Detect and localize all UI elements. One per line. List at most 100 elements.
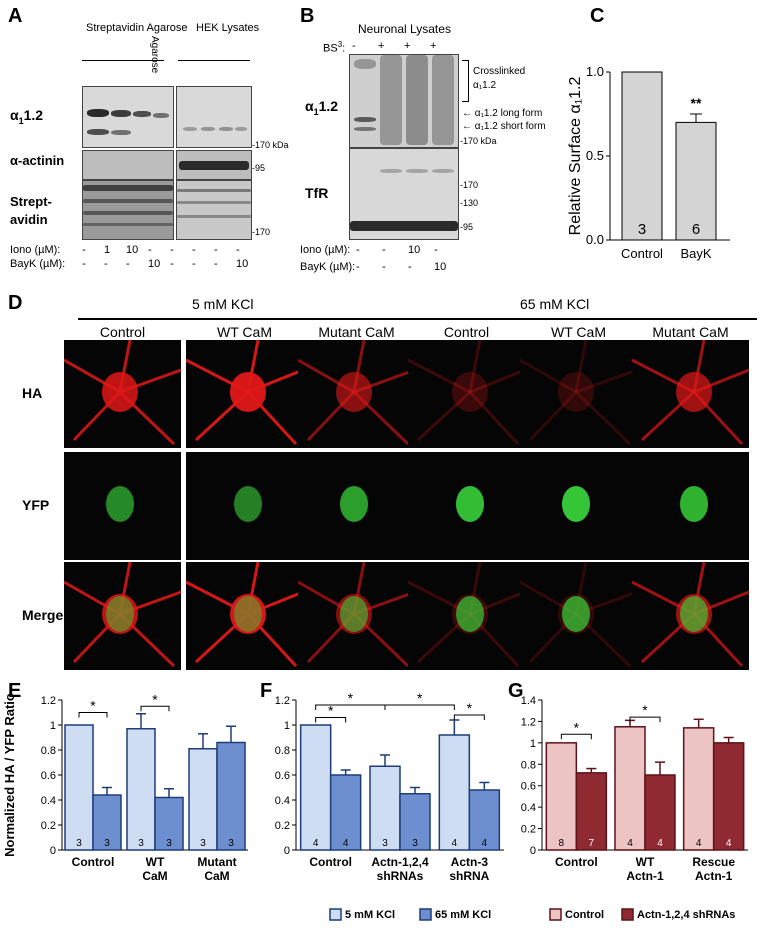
- panel-g-letter: G: [508, 680, 524, 702]
- panel-b-blot-alpha: [349, 54, 459, 148]
- chart-g-n-1-0: 4: [627, 838, 633, 849]
- chart-f-bar-1-1: [399, 793, 431, 851]
- panel-b-blot-tfr: [349, 148, 459, 240]
- panel-b-mw-tfr-130: -130: [460, 198, 479, 208]
- panel-d-group-65mm-line: [405, 318, 757, 320]
- chart-f-bar-0-1: [329, 774, 362, 851]
- panel-b-crosslinked-2: α₁1.2: [473, 80, 497, 91]
- micrograph-merge-2: [298, 562, 415, 670]
- panel-b-mw-tfr-170: -170: [460, 180, 479, 190]
- panel-b-bayk-label: BayK (µM):: [300, 261, 356, 273]
- chart-e-category-2-1: CaM: [204, 869, 229, 883]
- micrograph-ha-0: [64, 340, 181, 448]
- chart-e-bar-2-0: [188, 748, 218, 851]
- chart-f-n-1-1: 3: [412, 838, 418, 849]
- chart-g-y-tick-label-7: 1.4: [521, 695, 536, 707]
- panel-d-col-header-3: Control: [443, 324, 490, 340]
- chart-e-significance-0: *: [90, 698, 96, 714]
- chart-g-bar-2-1: [712, 742, 745, 851]
- panel-f-letter: F: [260, 680, 273, 702]
- panel-b-row-tfr: TfR: [305, 185, 329, 201]
- chart-c-y-tick-label-2: 1.0: [586, 64, 604, 79]
- panel-a-bayk-value-2: -: [126, 258, 130, 270]
- panel-d-row-header-merge: Merge: [22, 607, 64, 623]
- chart-e-y-tick-label-2: 0.4: [41, 795, 56, 807]
- panel-b-crosslinked-bracket: [462, 60, 469, 102]
- panel-d-col-header-2: Mutant CaM: [318, 324, 395, 340]
- micrograph-yfp-3: [408, 452, 525, 560]
- chart-f-significance-bracket-3: [453, 714, 485, 720]
- chart-e-y-tick-label-5: 1: [50, 720, 56, 732]
- chart-g-n-1-1: 4: [657, 838, 663, 849]
- micrograph-ha-4: [520, 340, 637, 448]
- chart-f-n-1-0: 3: [382, 838, 388, 849]
- chart-g-n-0-1: 7: [589, 838, 595, 849]
- panel-a-mw-170: -170 kDa: [252, 140, 289, 150]
- chart-g-significance-bracket-1: [629, 716, 661, 723]
- panel-a-iono-value-4: -: [170, 244, 174, 256]
- chart-c-n-label-0: 3: [638, 221, 646, 238]
- chart-e-n-1-0: 3: [138, 838, 144, 849]
- chart-e-category-2-0: Mutant: [197, 855, 236, 869]
- panel-d-group-5mm: 5 mM KCl: [192, 296, 254, 312]
- chart-e-y-tick-label-4: 0.8: [41, 745, 56, 757]
- chart-e-category-1-1: CaM: [142, 869, 167, 883]
- chart-f-bar-2-0: [438, 734, 471, 851]
- chart-g-bar-0-0: [545, 742, 578, 851]
- micrograph-ha-3: [408, 340, 525, 448]
- panel-a-mw-170b: -170: [252, 227, 271, 237]
- chart-g-category-2-1: Actn-1: [695, 869, 733, 883]
- chart-e-category-1-0: WT: [146, 855, 165, 869]
- micrograph-yfp-2: [298, 452, 415, 560]
- panel-b-bayk-value-2: -: [408, 261, 412, 273]
- panel-a-header-line-2: [178, 60, 250, 61]
- chart-e-significance-bracket-0: [78, 712, 108, 718]
- chart-c-category-0: Control: [621, 246, 663, 261]
- chart-g-category-1-1: Actn-1: [626, 869, 664, 883]
- micrograph-yfp-5: [632, 452, 749, 560]
- chart-f-y-tick-label-0: 0: [284, 845, 290, 857]
- panel-b-bs3-value-2: +: [404, 40, 411, 52]
- panel-b-long-form: ← α₁1.2 long form: [462, 108, 543, 119]
- chart-g-y-tick-label-1: 0.2: [521, 824, 536, 836]
- panel-b-short-form: ← α₁1.2 short form: [462, 121, 546, 132]
- chart-f-bar-0-0: [299, 724, 332, 851]
- panel-b-iono-value-3: -: [434, 244, 438, 256]
- micrograph-merge-0: [64, 562, 181, 670]
- panel-d-row-header-ha: HA: [22, 385, 43, 401]
- panel-a-bayk-value-7: 10: [236, 258, 249, 270]
- chart-g-bar-1-0: [614, 726, 646, 851]
- panel-a-row-streptavidin: Strept-avidin: [10, 194, 52, 227]
- chart-f-n-0-1: 4: [343, 838, 349, 849]
- panel-b-bs3-value-0: -: [352, 40, 356, 52]
- panel-a-blot-streptavidin-left: [82, 180, 174, 240]
- panel-a-bayk-value-1: -: [104, 258, 108, 270]
- chart-f-y-tick-label-2: 0.4: [275, 795, 290, 807]
- panel-a-blot-actinin-left: [82, 150, 174, 180]
- panel-b-mw-tfr-95: -95: [460, 222, 474, 232]
- chart-g-y-tick-label-5: 1: [530, 738, 536, 750]
- chart-g-bar-1-1: [644, 774, 676, 851]
- panel-a-row-alpha: α11.2: [10, 107, 44, 126]
- chart-f-legend-label-1: 65 mM KCl: [435, 909, 491, 921]
- chart-g-category-1-0: WT: [636, 855, 655, 869]
- panel-a-blot-actinin-right: [176, 150, 252, 180]
- micrograph-merge-5: [632, 562, 749, 670]
- chart-f-significance-bracket-0: [315, 717, 347, 723]
- panel-b-iono-label: Iono (µM):: [300, 244, 351, 256]
- panel-d-group-5mm-line: [78, 318, 413, 320]
- panel-b-bayk-value-1: -: [382, 261, 386, 273]
- chart-e-n-2-0: 3: [200, 838, 206, 849]
- chart-f-n-2-1: 4: [482, 838, 488, 849]
- panel-b-iono-value-1: -: [382, 244, 386, 256]
- chart-g-significance-0: *: [574, 719, 580, 735]
- chart-f-legend-swatch-1: [419, 908, 432, 921]
- panel-b-bayk-value-3: 10: [434, 261, 447, 273]
- chart-f-y-tick-label-4: 0.8: [275, 745, 290, 757]
- chart-g-n-2-0: 4: [696, 838, 702, 849]
- panel-a-iono-value-7: -: [236, 244, 240, 256]
- panel-a-blot-alpha-right: [176, 86, 252, 148]
- panel-b-row-alpha: α11.2: [305, 98, 339, 117]
